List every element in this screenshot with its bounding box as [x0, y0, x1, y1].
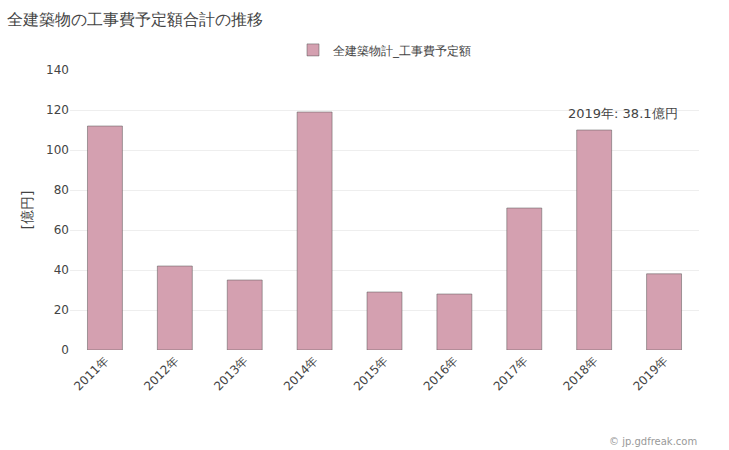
svg-text:© jp.gdfreak.com: © jp.gdfreak.com: [609, 436, 697, 447]
svg-text:100: 100: [46, 143, 69, 157]
svg-text:2015年: 2015年: [351, 353, 391, 393]
svg-text:120: 120: [46, 103, 69, 117]
svg-text:全建築物の工事費予定額合計の推移: 全建築物の工事費予定額合計の推移: [7, 10, 263, 29]
svg-text:2012年: 2012年: [141, 353, 181, 393]
svg-text:2011年: 2011年: [71, 353, 111, 393]
svg-text:80: 80: [54, 183, 69, 197]
svg-text:0: 0: [61, 343, 69, 357]
svg-text:60: 60: [54, 223, 69, 237]
svg-text:2014年: 2014年: [281, 353, 321, 393]
svg-text:2019年: 38.1億円: 2019年: 38.1億円: [568, 106, 678, 121]
svg-text:全建築物計_工事費予定額: 全建築物計_工事費予定額: [333, 44, 471, 58]
svg-text:2016年: 2016年: [421, 353, 461, 393]
svg-text:40: 40: [54, 263, 69, 277]
svg-text:140: 140: [46, 63, 69, 77]
svg-text:[億円]: [億円]: [19, 191, 35, 230]
svg-text:2013年: 2013年: [211, 353, 251, 393]
svg-text:2018年: 2018年: [561, 353, 601, 393]
svg-text:2019年: 2019年: [630, 353, 670, 393]
svg-text:2017年: 2017年: [491, 353, 531, 393]
svg-text:20: 20: [54, 303, 69, 317]
